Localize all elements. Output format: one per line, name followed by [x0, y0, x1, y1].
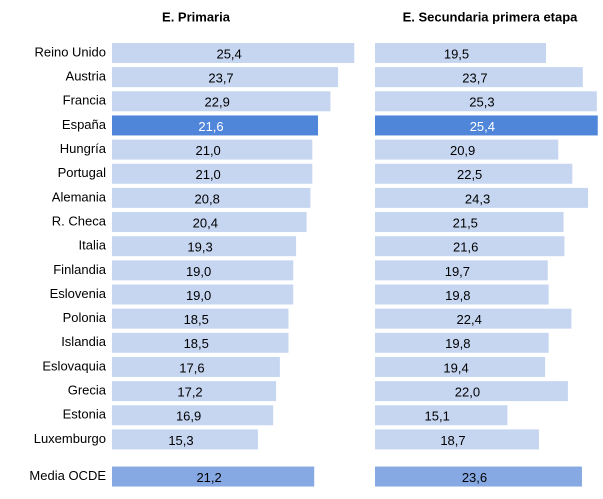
category-label: Francia [63, 93, 107, 108]
bar [112, 163, 313, 184]
bar [112, 381, 277, 402]
value-label: 20,8 [195, 191, 220, 206]
bar [112, 260, 294, 281]
category-label: Italia [79, 238, 107, 253]
category-label: Estonia [63, 407, 107, 422]
bar [375, 236, 565, 257]
category-label: Finlandia [53, 262, 107, 277]
value-label: 23,6 [462, 470, 487, 485]
bar [112, 284, 294, 305]
bar [375, 139, 559, 160]
value-label: 25,3 [469, 95, 494, 110]
bar [375, 308, 572, 329]
bar [375, 115, 598, 136]
value-label: 20,9 [450, 143, 475, 158]
value-label: 21,0 [195, 143, 220, 158]
value-label: 17,2 [177, 385, 202, 400]
value-label: 15,1 [425, 409, 450, 424]
bar [112, 236, 297, 257]
value-label: 19,8 [445, 288, 470, 303]
bar [112, 43, 355, 63]
bar [112, 212, 307, 233]
bar [112, 356, 280, 377]
category-label: Alemania [52, 189, 107, 204]
panel-title: E. Secundaria primera etapa [403, 9, 579, 24]
bar [375, 405, 508, 426]
bar [375, 356, 546, 377]
bar [112, 139, 313, 160]
value-label: 21,6 [198, 119, 223, 134]
bar [375, 163, 573, 184]
category-label: España [62, 117, 107, 132]
value-label: 23,7 [208, 71, 233, 86]
value-label: 22,0 [455, 385, 480, 400]
bar [375, 381, 568, 402]
bar [112, 67, 339, 88]
category-label: Islandia [61, 334, 107, 349]
value-label: 19,7 [445, 264, 470, 279]
value-label: 21,2 [196, 470, 221, 485]
value-label: 19,8 [445, 336, 470, 351]
value-label: 22,5 [457, 167, 482, 182]
value-label: 18,5 [184, 312, 209, 327]
bar [112, 405, 274, 426]
bar [375, 429, 539, 450]
bar [112, 187, 311, 208]
bar [375, 187, 589, 208]
value-label: 16,9 [176, 409, 201, 424]
value-label: 18,5 [184, 336, 209, 351]
value-label: 25,4 [470, 119, 495, 134]
bar [375, 260, 548, 281]
bar [112, 91, 331, 112]
value-label: 21,0 [195, 167, 220, 182]
value-label: 25,4 [216, 46, 241, 61]
category-label: Portugal [58, 165, 107, 180]
category-label: Polonia [63, 310, 107, 325]
bar [112, 332, 289, 353]
value-label: 19,0 [186, 264, 211, 279]
bar [375, 466, 582, 487]
category-label: R. Checa [52, 213, 107, 228]
value-label: 24,3 [465, 191, 490, 206]
value-label: 17,6 [179, 360, 204, 375]
bar [375, 284, 549, 305]
bar [112, 308, 289, 329]
category-label: Austria [66, 69, 107, 84]
category-label: Eslovenia [50, 286, 107, 301]
value-label: 21,5 [453, 215, 478, 230]
bar [375, 212, 564, 233]
category-label: Media OCDE [29, 468, 106, 483]
bar [375, 43, 546, 63]
bar [375, 91, 597, 112]
value-label: 19,4 [443, 360, 468, 375]
category-label: Reino Unido [34, 44, 106, 59]
category-label: Eslovaquia [42, 358, 106, 373]
value-label: 19,3 [187, 240, 212, 255]
bar [375, 67, 583, 88]
bar [112, 466, 315, 487]
value-label: 20,4 [193, 215, 218, 230]
category-label: Luxemburgo [34, 431, 106, 446]
value-label: 22,4 [457, 312, 482, 327]
value-label: 19,5 [444, 46, 469, 61]
value-label: 22,9 [205, 95, 230, 110]
value-label: 19,0 [186, 288, 211, 303]
panel-title: E. Primaria [162, 9, 231, 24]
category-label: Hungría [60, 141, 107, 156]
value-label: 23,7 [462, 71, 487, 86]
bar [112, 429, 258, 450]
value-label: 15,3 [168, 433, 193, 448]
category-label: Grecia [68, 383, 107, 398]
value-label: 18,7 [440, 433, 465, 448]
value-label: 21,6 [453, 240, 478, 255]
bar [112, 115, 319, 136]
bar [375, 332, 549, 353]
